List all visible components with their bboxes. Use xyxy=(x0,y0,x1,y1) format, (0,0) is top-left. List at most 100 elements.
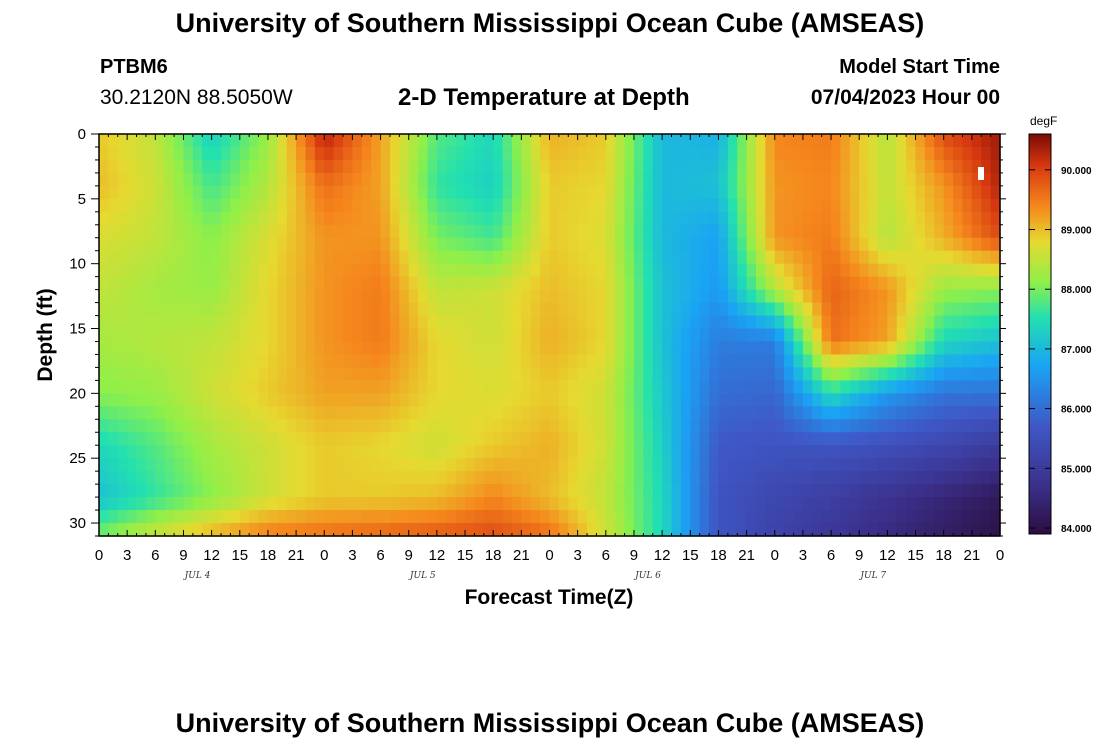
heatmap-cell xyxy=(643,146,654,161)
heatmap-cell xyxy=(202,484,213,498)
heatmap-cell xyxy=(108,341,119,356)
heatmap-cell xyxy=(305,419,316,433)
heatmap-cell xyxy=(605,510,616,524)
heatmap-cell xyxy=(221,185,231,200)
heatmap-cell xyxy=(389,406,400,420)
heatmap-cell xyxy=(727,458,738,472)
heatmap-cell xyxy=(662,354,673,369)
heatmap-cell xyxy=(343,341,354,356)
heatmap-cell xyxy=(286,510,297,524)
heatmap-cell xyxy=(436,328,447,343)
heatmap-cell xyxy=(192,224,203,239)
heatmap-cell xyxy=(680,263,691,278)
heatmap-cell xyxy=(436,510,447,524)
heatmap-cell xyxy=(211,159,222,174)
heatmap-cell xyxy=(249,134,260,148)
heatmap-cell xyxy=(709,159,720,174)
heatmap-cell xyxy=(221,523,231,537)
heatmap-cell xyxy=(380,315,391,330)
heatmap-cell xyxy=(511,159,522,174)
heatmap-cell xyxy=(680,523,691,537)
heatmap-cell xyxy=(521,406,532,420)
heatmap-cell xyxy=(333,328,344,343)
heatmap-cell xyxy=(192,185,203,200)
heatmap-cell xyxy=(812,146,823,161)
heatmap-cell xyxy=(605,458,616,472)
heatmap-cell xyxy=(680,458,691,472)
heatmap-cell xyxy=(202,198,213,213)
heatmap-cell xyxy=(849,172,860,187)
heatmap-cell xyxy=(699,276,710,291)
heatmap-cell xyxy=(361,484,372,498)
heatmap-cell xyxy=(380,341,391,356)
heatmap-cell xyxy=(680,328,691,343)
heatmap-cell xyxy=(127,237,138,252)
heatmap-cell xyxy=(145,497,156,511)
y-tick-label: 20 xyxy=(69,385,86,402)
heatmap-cell xyxy=(305,471,316,485)
heatmap-cell xyxy=(296,471,307,485)
heatmap-cell xyxy=(230,315,241,330)
heatmap-cell xyxy=(192,328,203,343)
heatmap-cell xyxy=(596,250,607,265)
heatmap-cell xyxy=(136,445,147,459)
heatmap-cell xyxy=(436,172,447,187)
heatmap-cell xyxy=(624,328,635,343)
heatmap-cell xyxy=(389,237,400,252)
heatmap-cell xyxy=(633,302,644,317)
heatmap-cell xyxy=(849,341,860,356)
heatmap-cell xyxy=(765,302,776,317)
heatmap-cell xyxy=(455,497,466,511)
heatmap-cell xyxy=(221,211,231,226)
heatmap-cell xyxy=(718,458,729,472)
colorbar-tick-label: 87.000 xyxy=(1061,345,1092,356)
heatmap-cell xyxy=(286,484,297,498)
heatmap-cell xyxy=(164,471,175,485)
heatmap-cell xyxy=(755,263,766,278)
heatmap-cell xyxy=(230,263,241,278)
heatmap-cell xyxy=(887,237,898,252)
heatmap-cell xyxy=(765,380,776,394)
heatmap-cell xyxy=(859,185,870,200)
heatmap-cell xyxy=(192,302,203,317)
heatmap-cell xyxy=(117,159,128,174)
heatmap-cell xyxy=(455,224,466,239)
heatmap-cell xyxy=(380,276,391,291)
heatmap-cell xyxy=(371,354,382,369)
heatmap-cell xyxy=(239,445,250,459)
heatmap-cell xyxy=(709,315,720,330)
heatmap-cell xyxy=(549,250,560,265)
heatmap-cell xyxy=(821,172,832,187)
heatmap-cell xyxy=(727,484,738,498)
heatmap-cell xyxy=(305,237,316,252)
heatmap-cell xyxy=(305,367,316,381)
heatmap-cell xyxy=(690,289,701,304)
heatmap-cell xyxy=(314,134,325,148)
heatmap-cell xyxy=(145,406,156,420)
heatmap-cell xyxy=(258,224,269,239)
heatmap-cell xyxy=(690,341,701,356)
heatmap-cell xyxy=(418,367,429,381)
heatmap-cell xyxy=(511,484,522,498)
heatmap-cell xyxy=(605,367,616,381)
heatmap-cell xyxy=(380,224,391,239)
heatmap-cell xyxy=(296,367,307,381)
heatmap-cell xyxy=(192,419,203,433)
heatmap-cell xyxy=(821,146,832,161)
heatmap-cell xyxy=(521,237,532,252)
heatmap-cell xyxy=(249,471,260,485)
heatmap-cell xyxy=(174,510,185,524)
heatmap-cell xyxy=(831,211,842,226)
heatmap-cell xyxy=(821,185,832,200)
heatmap-cell xyxy=(868,354,879,369)
heatmap-cell xyxy=(408,406,419,420)
heatmap-cell xyxy=(812,211,823,226)
heatmap-cell xyxy=(465,237,476,252)
heatmap-cell xyxy=(99,471,109,485)
heatmap-cell xyxy=(746,263,757,278)
heatmap-cell xyxy=(258,484,269,498)
heatmap-cell xyxy=(389,510,400,524)
heatmap-cell xyxy=(343,263,354,278)
heatmap-cell xyxy=(136,146,147,161)
heatmap-cell xyxy=(455,302,466,317)
